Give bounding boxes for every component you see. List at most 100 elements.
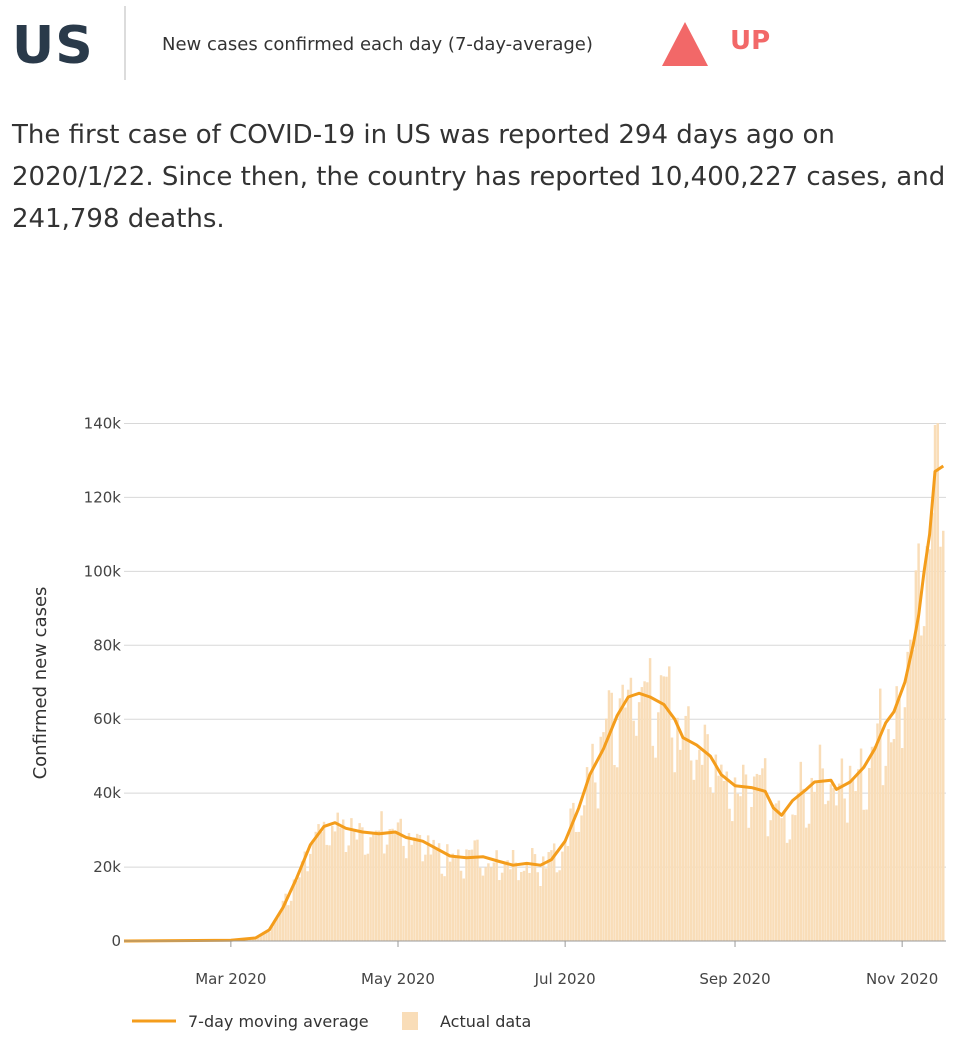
actual-data-bar bbox=[654, 757, 657, 941]
actual-data-bar bbox=[262, 931, 265, 941]
actual-data-bar bbox=[922, 626, 926, 941]
actual-data-bar bbox=[388, 829, 392, 941]
actual-data-bar bbox=[848, 765, 852, 941]
actual-data-bar bbox=[640, 687, 644, 941]
actual-data-bar bbox=[320, 831, 323, 941]
actual-data-bar bbox=[837, 783, 841, 941]
actual-data-bar bbox=[366, 853, 370, 941]
actual-data-bar bbox=[374, 830, 378, 941]
actual-data-bar bbox=[928, 549, 931, 941]
actual-data-bar bbox=[624, 707, 627, 941]
actual-data-bar bbox=[339, 827, 342, 941]
actual-data-bar bbox=[676, 717, 679, 941]
actual-data-bar bbox=[287, 905, 290, 941]
actual-data-bar bbox=[569, 808, 572, 941]
actual-data-bar bbox=[802, 788, 805, 941]
actual-data-bar bbox=[799, 761, 803, 941]
actual-data-bar bbox=[583, 805, 586, 941]
actual-data-bar bbox=[336, 812, 339, 941]
gridlines bbox=[124, 422, 946, 868]
actual-data-bar bbox=[404, 858, 408, 941]
actual-data-bar bbox=[692, 779, 696, 941]
actual-data-bar bbox=[903, 707, 907, 941]
actual-data-bar bbox=[870, 746, 874, 941]
actual-data-bar bbox=[722, 780, 726, 941]
actual-data-bar bbox=[572, 802, 575, 941]
actual-data-bar bbox=[380, 811, 383, 941]
actual-data-bar bbox=[670, 737, 674, 941]
actual-data-bar bbox=[939, 546, 942, 941]
actual-data-bar bbox=[621, 684, 624, 941]
actual-data-bar bbox=[421, 861, 424, 941]
actual-data-bar bbox=[489, 867, 493, 941]
actual-data-bar bbox=[503, 863, 507, 941]
actual-data-bar bbox=[448, 861, 452, 941]
actual-data-bar bbox=[509, 869, 512, 941]
actual-data-bar bbox=[531, 848, 534, 941]
actual-data-bar bbox=[931, 512, 934, 941]
x-tick-label: Nov 2020 bbox=[866, 970, 938, 988]
actual-data-bar bbox=[643, 681, 646, 941]
country-name: US bbox=[12, 16, 94, 76]
actual-data-bar bbox=[410, 844, 413, 941]
header-divider bbox=[124, 6, 126, 80]
actual-data-bar bbox=[920, 635, 923, 941]
metric-label: New cases confirmed each day (7-day-aver… bbox=[162, 34, 593, 55]
actual-data-bar bbox=[884, 765, 887, 941]
actual-data-bar bbox=[626, 689, 630, 941]
actual-data-bar bbox=[385, 844, 389, 941]
actual-data-bar bbox=[520, 871, 523, 941]
actual-data-bar bbox=[561, 851, 564, 941]
actual-data-bar bbox=[391, 828, 394, 941]
actual-data-bar bbox=[533, 854, 537, 941]
actual-data-bar bbox=[487, 863, 490, 941]
y-tick-label: 40k bbox=[93, 784, 121, 802]
actual-data-bar bbox=[470, 849, 474, 941]
actual-data-bar bbox=[539, 886, 542, 941]
legend-bar-label: Actual data bbox=[440, 1012, 531, 1031]
actual-data-bar bbox=[700, 764, 704, 941]
actual-data-bar bbox=[684, 715, 687, 941]
actual-data-bar bbox=[772, 804, 775, 941]
actual-data-bar bbox=[500, 872, 504, 941]
actual-data-bar bbox=[909, 639, 912, 941]
actual-data-bar bbox=[347, 845, 350, 941]
actual-data-bar bbox=[865, 809, 868, 941]
actual-data-bar bbox=[818, 744, 822, 941]
actual-data-bar bbox=[668, 666, 671, 941]
actual-data-bar bbox=[588, 774, 592, 941]
actual-data-bar bbox=[788, 839, 792, 941]
actual-data-bar bbox=[306, 871, 309, 941]
y-tick-label: 80k bbox=[93, 636, 121, 654]
actual-data-bar bbox=[317, 824, 320, 941]
actual-data-bar bbox=[544, 868, 548, 941]
actual-data-bar bbox=[720, 764, 723, 941]
y-axis-title: Confirmed new cases bbox=[30, 587, 51, 780]
actual-data-bar bbox=[278, 911, 282, 941]
actual-data-bar bbox=[599, 736, 602, 941]
actual-data-bar bbox=[363, 854, 367, 941]
actual-data-bar bbox=[563, 839, 567, 941]
actual-data-bar bbox=[270, 926, 274, 941]
actual-data-bar bbox=[805, 827, 808, 941]
actual-data-bar bbox=[698, 749, 701, 941]
actual-data-bar bbox=[821, 768, 824, 941]
actual-data-bar bbox=[550, 850, 553, 941]
actual-data-bar bbox=[807, 823, 811, 941]
actual-data-bar bbox=[703, 724, 707, 941]
actual-data-bar bbox=[925, 546, 929, 941]
actual-data-bar bbox=[610, 692, 613, 941]
actual-data-bar bbox=[517, 880, 520, 941]
actual-data-bar bbox=[618, 698, 622, 941]
actual-data-bar bbox=[352, 829, 356, 941]
actual-data-bar bbox=[596, 808, 600, 941]
actual-data-bar bbox=[711, 792, 715, 941]
y-tick-label: 20k bbox=[93, 858, 121, 876]
actual-data-bar bbox=[662, 676, 666, 941]
trend-label: UP bbox=[730, 26, 771, 56]
actual-data-bar bbox=[377, 830, 381, 941]
actual-data-bar bbox=[752, 776, 756, 941]
actual-data-bar bbox=[605, 718, 608, 941]
actual-data-bar bbox=[594, 782, 597, 941]
actual-data-bar bbox=[868, 768, 871, 941]
